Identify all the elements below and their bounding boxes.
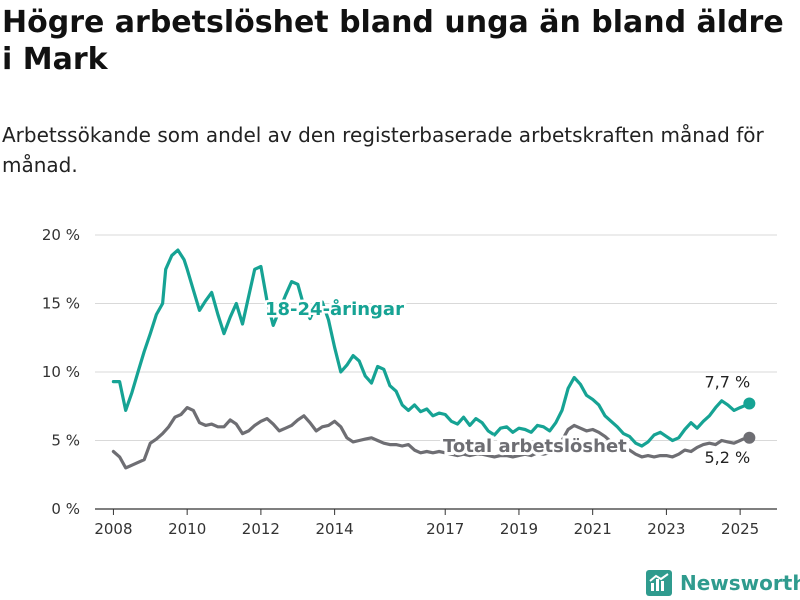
x-tick-label: 2017 [426,520,464,538]
brand-name: Newsworthy [680,571,800,595]
y-tick-label: 15 % [42,295,80,313]
series-labels: 7,7 % 5,2 % 18-24-åringar Total arbetslöshe… [263,296,751,467]
x-tick-label: 2023 [647,520,685,538]
x-tick-label: 2012 [242,520,280,538]
x-tick-label: 2008 [94,520,132,538]
series-label-youth: 18-24-åringar [265,298,404,320]
series-line-youth [111,248,751,448]
newsworthy-logo-icon [646,570,672,596]
series-label-total: Total arbetslöshet [443,436,627,457]
x-tick-label: 2010 [168,520,206,538]
y-tick-label: 5 % [51,432,80,450]
end-value-label-youth: 7,7 % [704,373,750,392]
x-tick-label: 2014 [316,520,354,538]
chart-subtitle: Arbetssökande som andel av den registerb… [2,123,764,177]
series-group [111,248,756,470]
x-tick-label: 2019 [500,520,538,538]
end-value-label-total: 5,2 % [704,448,750,467]
y-tick-label: 20 % [42,226,80,244]
brand-logo[interactable]: Newsworthy [646,568,800,598]
x-tick-label: 2025 [721,520,759,538]
y-tick-label: 10 % [42,363,80,381]
x-tick-label: 2021 [574,520,612,538]
y-axis-ticks: 0 % 5 % 10 % 15 % 20 % [42,226,80,518]
end-point-youth [743,397,756,410]
x-axis: 2008 2010 2012 2014 2017 2019 2021 2023 2025 [94,509,759,538]
series-line-total [111,406,751,470]
chart-title: Högre arbetslöshet bland unga än bland ä… [2,5,784,77]
y-tick-label: 0 % [51,500,80,518]
end-point-total [743,431,756,444]
grid-lines [95,234,777,510]
